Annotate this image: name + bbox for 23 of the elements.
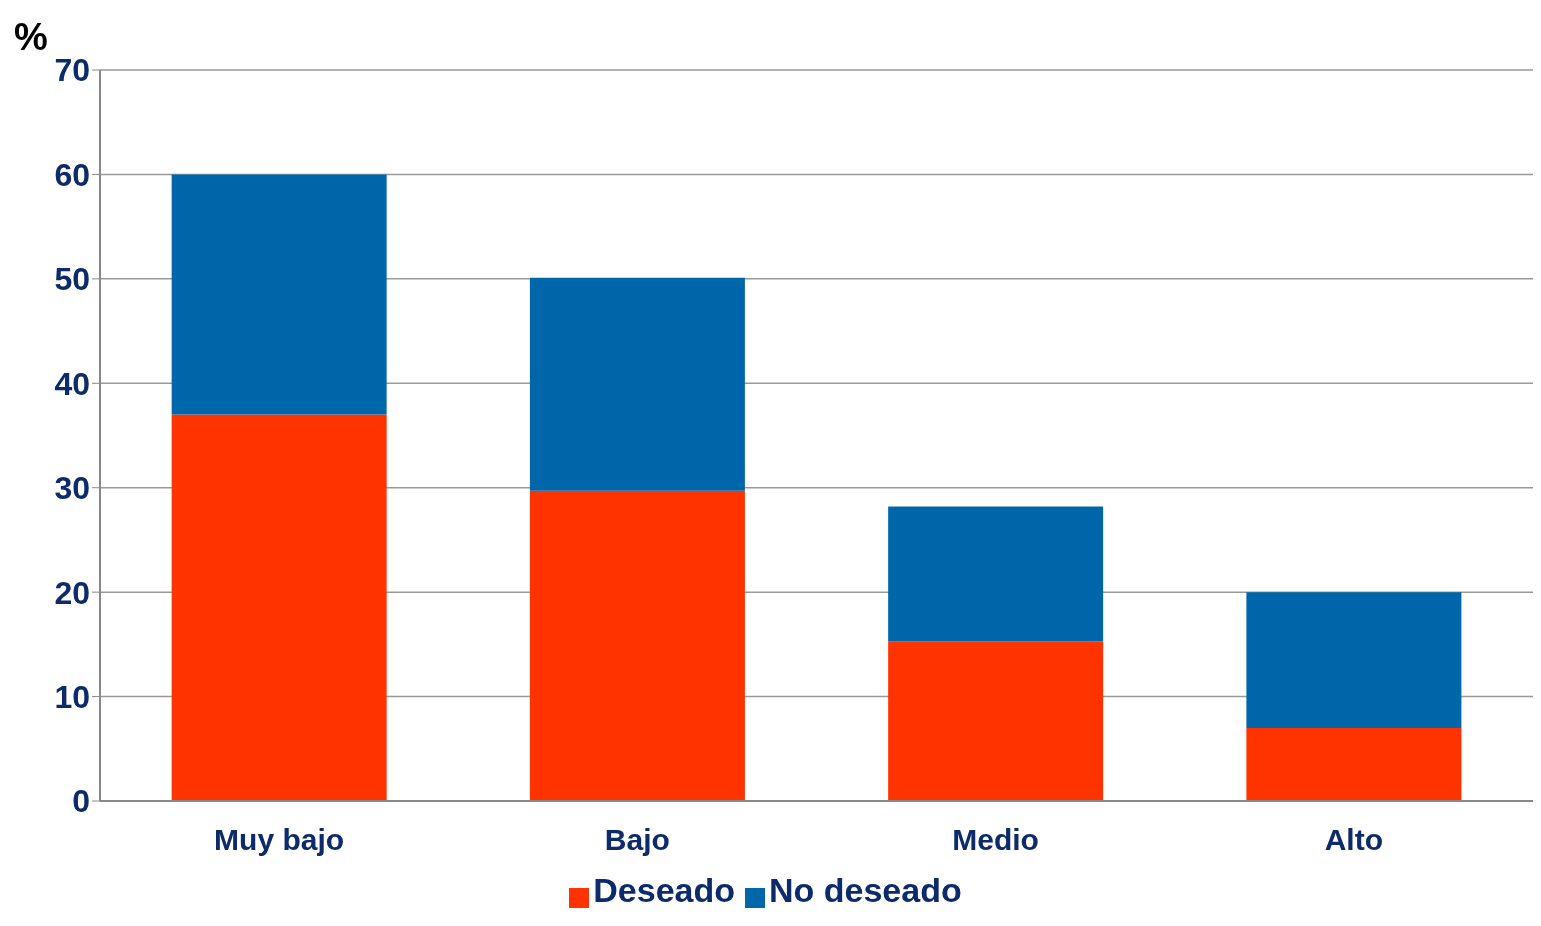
x-tick-label: Alto	[1324, 823, 1384, 857]
bar	[171, 414, 387, 801]
y-tick-label: 10	[54, 678, 90, 715]
y-tick-label: 40	[54, 365, 90, 402]
y-tick-label: 20	[54, 574, 90, 611]
y-tick-label: 50	[54, 261, 90, 298]
bar	[888, 506, 1104, 642]
y-tick-label: 60	[54, 156, 90, 193]
bar	[1246, 592, 1462, 728]
bar	[888, 641, 1104, 801]
x-tick-label: Bajo	[604, 823, 670, 857]
x-tick-label: Medio	[952, 823, 1039, 857]
y-tick-label: 0	[72, 783, 90, 820]
legend-label: Deseado	[593, 871, 735, 909]
y-axis-title: %	[14, 16, 48, 59]
bar	[171, 174, 387, 415]
bar	[529, 277, 745, 491]
bar	[1246, 727, 1462, 801]
x-tick-label: Muy bajo	[214, 823, 345, 857]
y-tick-label: 70	[54, 52, 90, 89]
bar	[529, 490, 745, 801]
legend-label: No deseado	[769, 871, 962, 909]
y-tick-label: 30	[54, 470, 90, 507]
